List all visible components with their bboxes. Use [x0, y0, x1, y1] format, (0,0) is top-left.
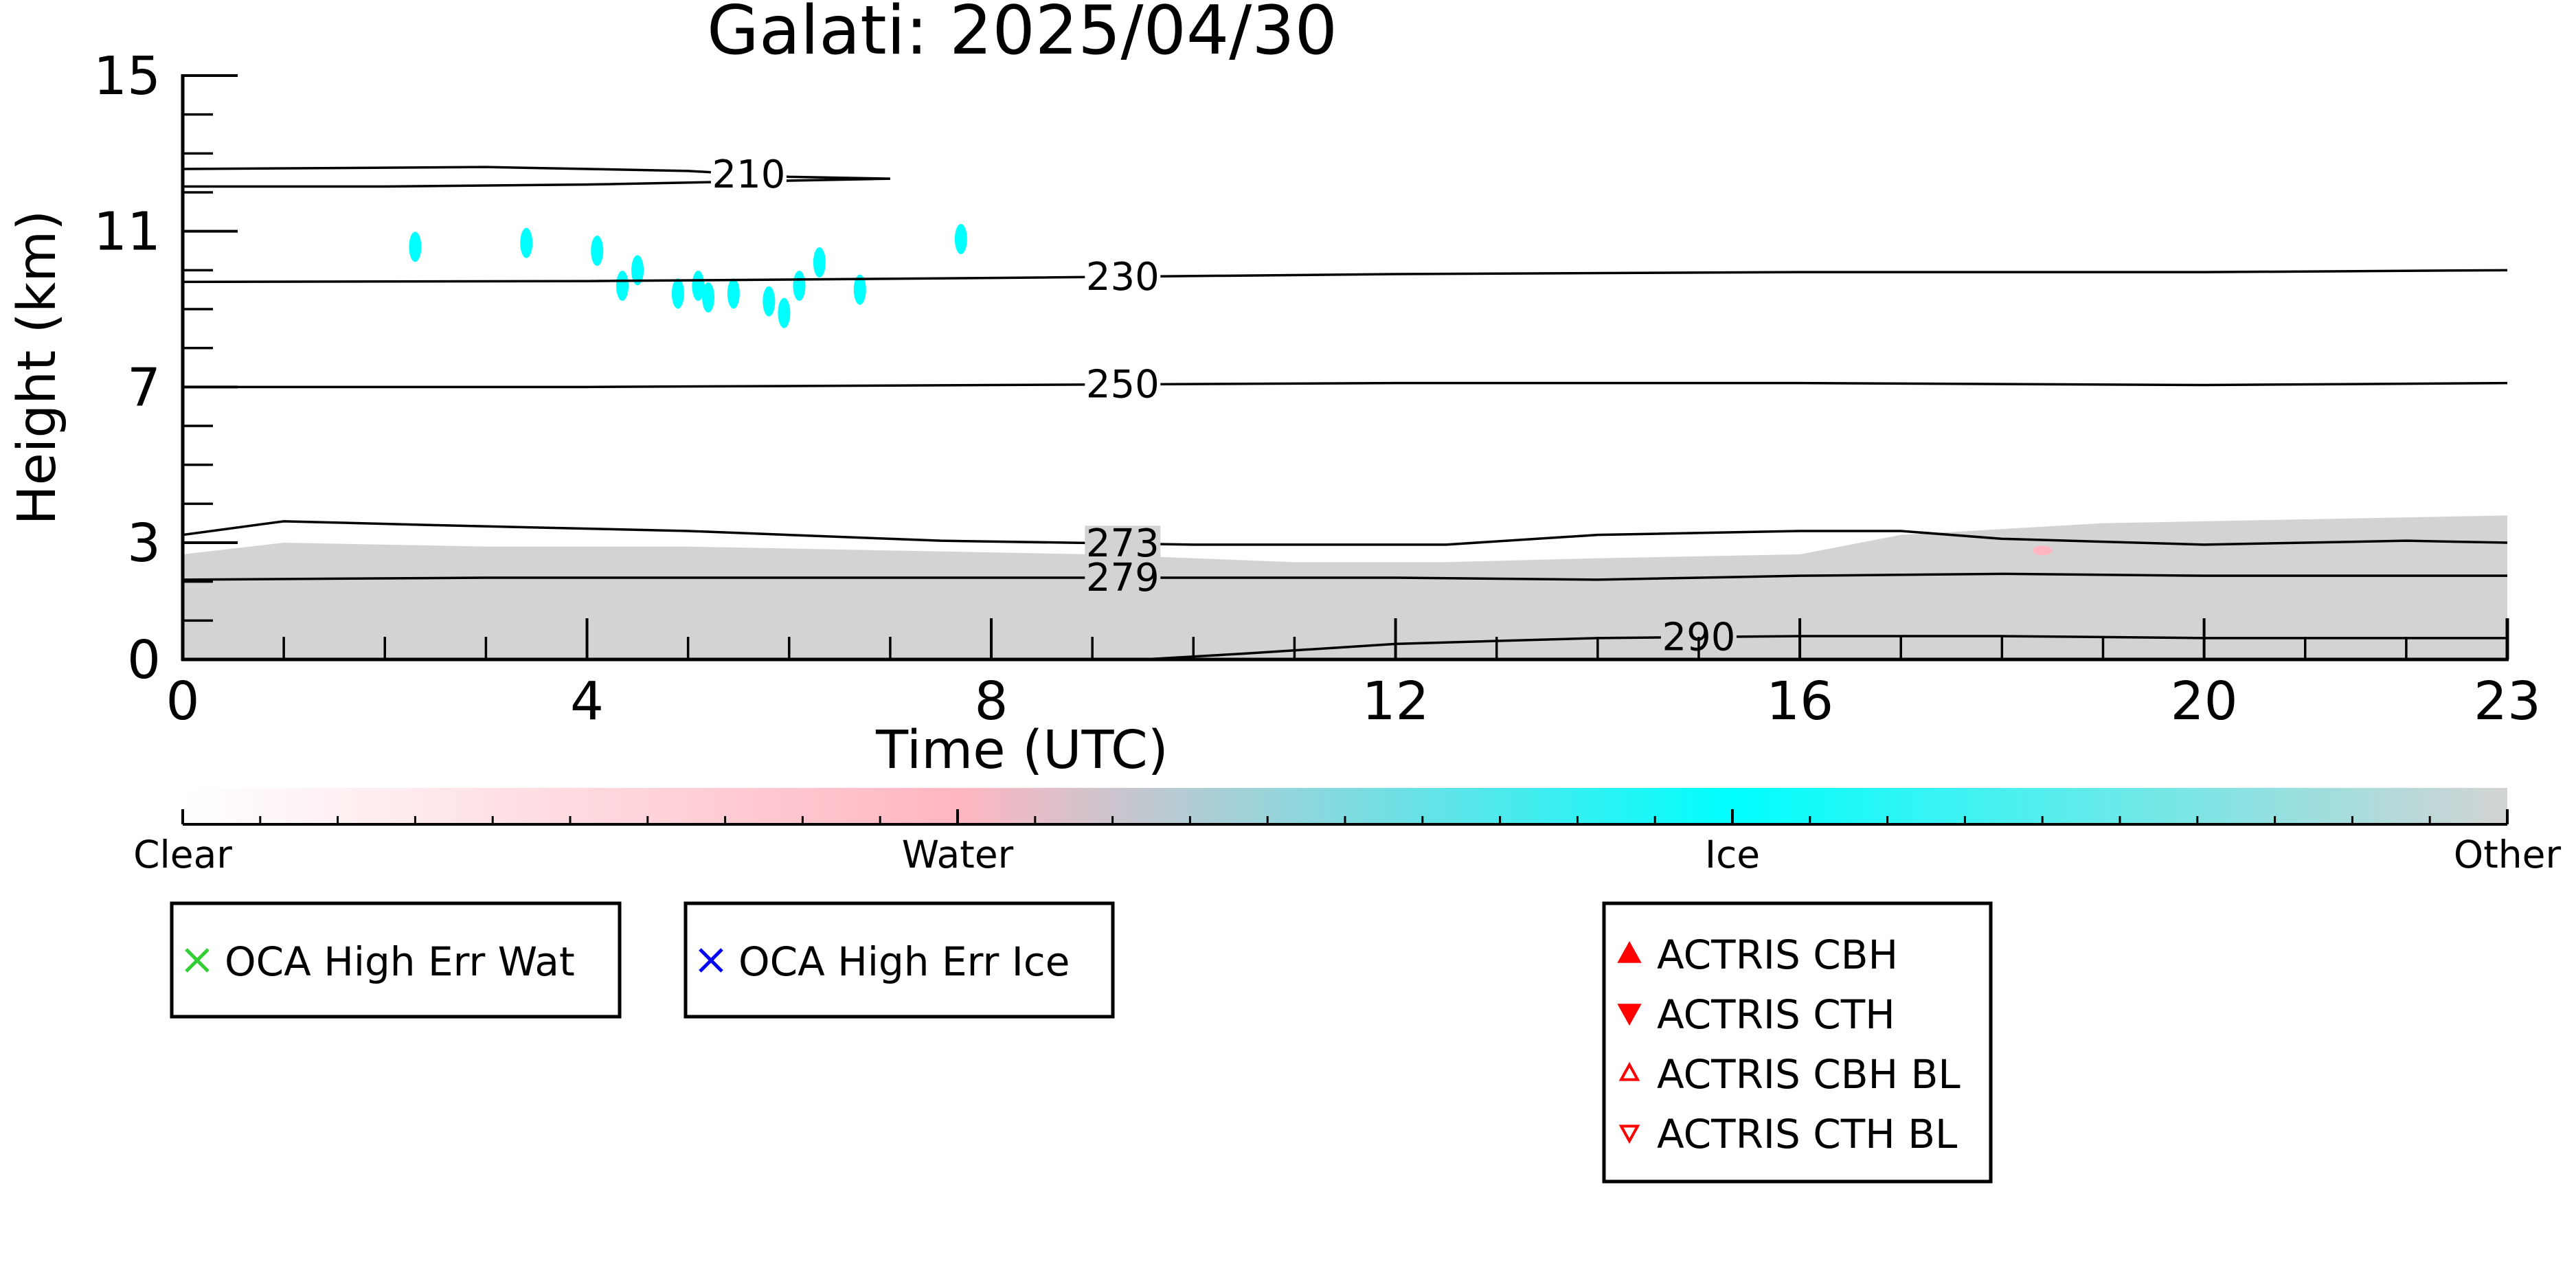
- axis-layer: 0 3 7 11 15 0 4 8 12 16 20 23: [93, 46, 2541, 732]
- contour-label-bg-273: [1085, 526, 1161, 562]
- contour-label-279: 279: [1086, 556, 1160, 600]
- ice-cloud-patch: [727, 278, 740, 309]
- x-tick-label: 4: [570, 671, 604, 732]
- legend-box-3: ACTRIS CBH ACTRIS CTH ACTRIS CBH BL ACTRIS …: [1602, 901, 1993, 1184]
- contour-label-bg-250: [1085, 366, 1161, 403]
- x-tick-label: 8: [975, 671, 1008, 732]
- ice-cloud-patch: [520, 227, 533, 258]
- legend-box-2: OCA High Err Ice: [683, 901, 1115, 1019]
- legend-item-label: ACTRIS CTH BL: [1657, 1111, 1957, 1157]
- ice-cloud-patch: [702, 282, 715, 313]
- y-axis-label: Height (km): [7, 210, 68, 526]
- x-tick-label: 20: [2171, 671, 2238, 732]
- water-cloud-patch: [2033, 545, 2053, 556]
- contour-label-250: 250: [1086, 363, 1160, 407]
- legend-item-label: ACTRIS CTH: [1657, 991, 1895, 1038]
- x-tick-label: 0: [166, 671, 200, 732]
- legend-item-label: OCA High Err Ice: [738, 938, 1070, 985]
- triangle-up-open-icon: [1618, 1061, 1640, 1081]
- legend-frame: [1602, 901, 1993, 1184]
- y-tick-label: 0: [127, 630, 161, 691]
- other-region-layer: [183, 515, 2507, 659]
- other-region-area: [183, 515, 2507, 659]
- x-marker-icon: [699, 948, 723, 973]
- ice-cloud-patch: [778, 297, 791, 328]
- contour-line-250: [183, 381, 2507, 389]
- legend-frame: [170, 901, 622, 1019]
- contour-label-210: 210: [712, 152, 785, 197]
- chart-title: Galati: 2025/04/30: [707, 0, 1337, 70]
- contour-label-bg-279: [1085, 560, 1161, 596]
- y-tick-label: 7: [127, 357, 161, 418]
- y-tick-label: 15: [93, 46, 161, 107]
- ice-cloud-patch: [409, 231, 422, 262]
- colorbar-label: Ice: [1705, 833, 1760, 877]
- ice-cloud-patch: [954, 224, 967, 254]
- ice-cloud-patch: [591, 236, 604, 266]
- contour-line-210: [183, 166, 890, 188]
- y-tick-label: 3: [127, 513, 161, 574]
- ice-cloud-patch: [616, 271, 629, 301]
- y-tick-label: 11: [93, 202, 161, 263]
- contour-line-279: [183, 572, 2507, 581]
- triangle-down-open-icon: [1618, 1125, 1640, 1144]
- ice-cloud-patch: [793, 271, 806, 301]
- contour-line-273: [183, 520, 2507, 546]
- triangle-up-filled-icon: [1617, 940, 1642, 963]
- colorbar-ticks: Clear Water Ice Other: [133, 809, 2561, 877]
- colorbar-label: Other: [2454, 833, 2562, 877]
- legend-layer: OCA High Err Wat OCA High Err Ice ACTRIS C…: [170, 901, 1993, 1184]
- legend-item-label: ACTRIS CBH: [1657, 931, 1898, 978]
- x-tick-label: 23: [2474, 671, 2541, 732]
- legend-item-label: ACTRIS CBH BL: [1657, 1051, 1961, 1098]
- ice-cloud-patch: [813, 247, 826, 278]
- colorbar-label: Clear: [133, 833, 232, 877]
- x-axis-label: Time (UTC): [875, 720, 1168, 781]
- colorbar-label: Water: [902, 833, 1014, 877]
- ice-cloud-patch: [692, 271, 705, 301]
- ice-cloud-patch: [671, 278, 684, 309]
- x-marker-icon: [185, 948, 210, 973]
- contour-label-bg-230: [1085, 258, 1161, 295]
- legend-box-1: OCA High Err Wat: [170, 901, 622, 1019]
- x-tick-label: 16: [1766, 671, 1833, 732]
- contour-label-bg-210: [710, 156, 787, 192]
- ice-cloud-patch: [762, 286, 776, 317]
- colorbar: Clear Water Ice Other: [133, 788, 2561, 877]
- cloud-layer: [409, 224, 2053, 556]
- legend-item-label: OCA High Err Wat: [225, 938, 575, 985]
- legend-frame: [683, 901, 1115, 1019]
- contour-label-230: 230: [1086, 255, 1160, 300]
- ice-cloud-patch: [631, 255, 644, 286]
- triangle-down-filled-icon: [1617, 1004, 1642, 1026]
- contour-line-230: [183, 269, 2507, 284]
- contour-label-273: 273: [1086, 521, 1160, 566]
- x-tick-label: 12: [1362, 671, 1430, 732]
- ice-cloud-patch: [853, 274, 866, 305]
